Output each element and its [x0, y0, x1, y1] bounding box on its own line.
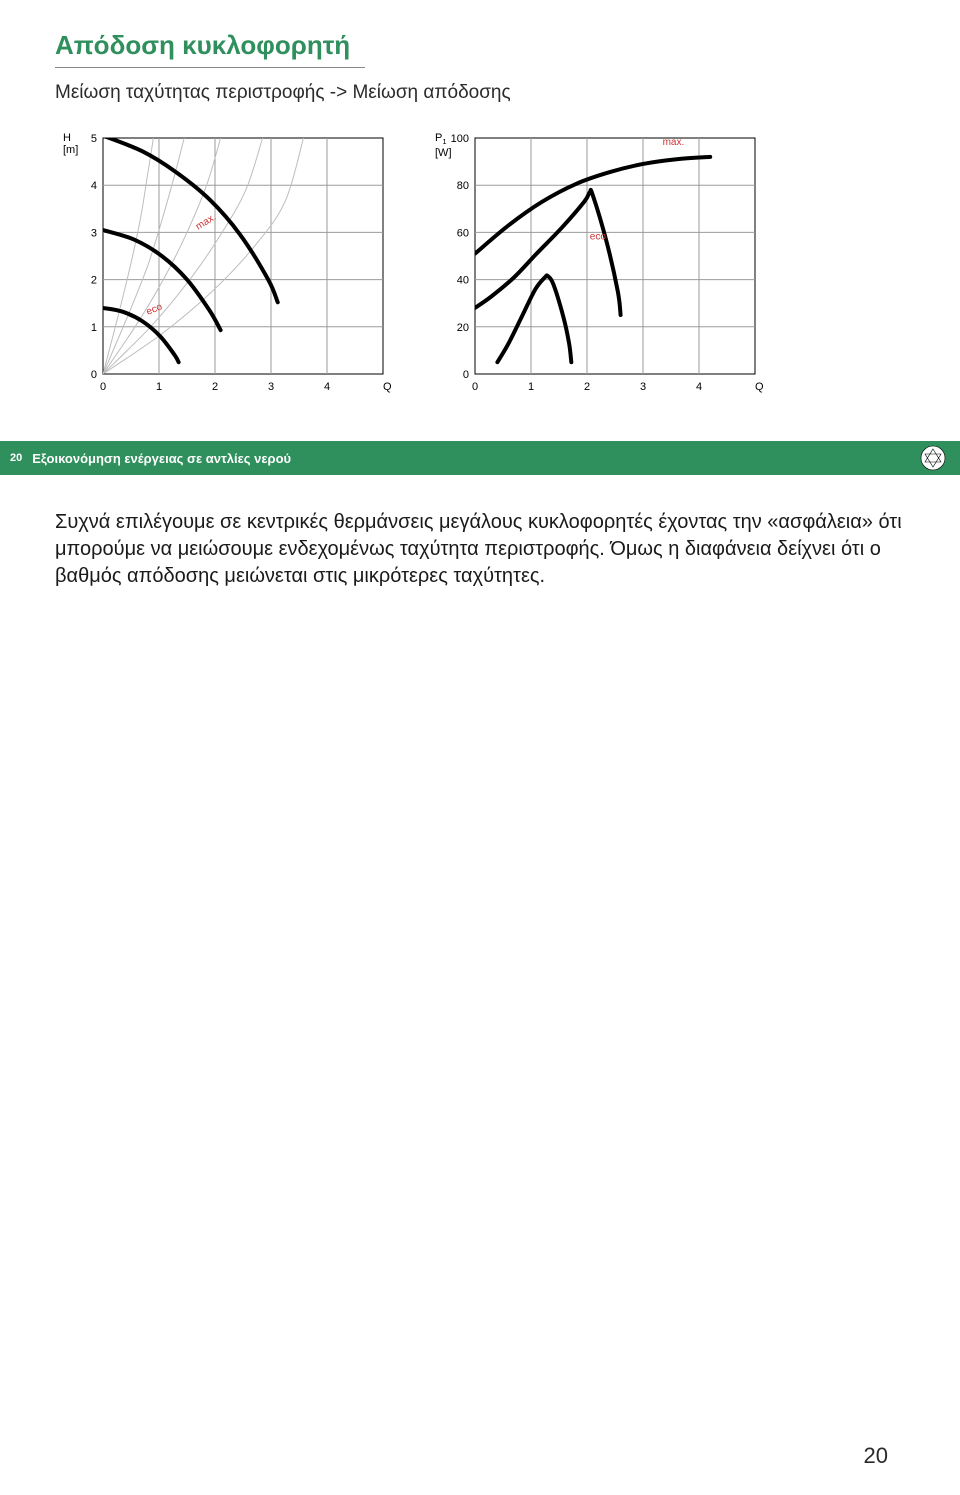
svg-text:2: 2 — [91, 275, 97, 287]
svg-text:3: 3 — [268, 381, 274, 393]
section-band: 20 Εξοικονόμηση ενέργειας σε αντλίες νερ… — [0, 441, 960, 475]
svg-text:3: 3 — [91, 227, 97, 239]
svg-text:80: 80 — [457, 180, 469, 192]
svg-text:2: 2 — [584, 381, 590, 393]
svg-text:Q [m3/h]: Q [m3/h] — [383, 379, 391, 394]
svg-text:4: 4 — [324, 381, 330, 393]
svg-text:0: 0 — [100, 381, 106, 393]
svg-text:100: 100 — [451, 133, 469, 145]
svg-text:1: 1 — [156, 381, 162, 393]
svg-text:4: 4 — [696, 381, 702, 393]
svg-text:0: 0 — [463, 369, 469, 381]
svg-text:5: 5 — [91, 133, 97, 145]
svg-text:eco: eco — [590, 231, 607, 242]
svg-text:1: 1 — [91, 322, 97, 334]
svg-text:Q [m3/h]: Q [m3/h] — [755, 379, 763, 394]
svg-text:20: 20 — [457, 322, 469, 334]
svg-text:1: 1 — [528, 381, 534, 393]
chart-right: 01234020406080100 Q [m3/h]max.ecoP1[W] — [427, 130, 763, 405]
band-page-number: 20 — [10, 452, 22, 464]
svg-text:2: 2 — [212, 381, 218, 393]
svg-text:max.: max. — [663, 137, 685, 148]
svg-text:40: 40 — [457, 275, 469, 287]
title-block: Απόδοση κυκλοφορητή Μείωση ταχύτητας περ… — [55, 30, 960, 104]
svg-text:3: 3 — [640, 381, 646, 393]
svg-text:60: 60 — [457, 227, 469, 239]
band-logo — [291, 445, 960, 471]
slide-subtitle: Μείωση ταχύτητας περιστροφής -> Μείωση α… — [55, 82, 960, 104]
chart-left: 01234012345 Q [m3/h]max.ecoH[m] — [55, 130, 391, 405]
svg-text:0: 0 — [91, 369, 97, 381]
svg-text:0: 0 — [472, 381, 478, 393]
charts-row: 01234012345 Q [m3/h]max.ecoH[m] 01234020… — [55, 130, 960, 405]
body-text: Συχνά επιλέγουμε σε κεντρικές θερμάνσεις… — [55, 509, 905, 590]
band-label: Εξοικονόμηση ενέργειας σε αντλίες νερού — [32, 451, 291, 466]
page-number: 20 — [864, 1443, 888, 1469]
slide-title: Απόδοση κυκλοφορητή — [55, 30, 365, 68]
svg-text:4: 4 — [91, 180, 97, 192]
